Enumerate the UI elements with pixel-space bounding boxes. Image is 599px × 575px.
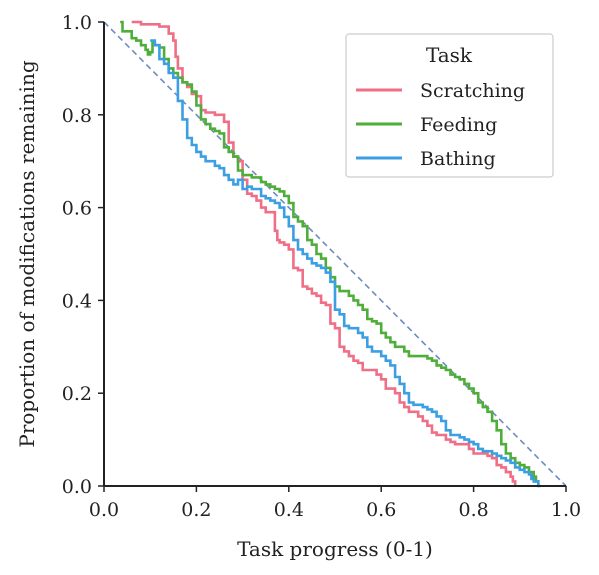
y-axis-ticks: 0.0 0.2 0.4 0.6 0.8 1.0 (62, 12, 104, 498)
y-axis-title: Proportion of modifications remaining (15, 60, 39, 447)
y-tick-label: 0.0 (62, 476, 92, 498)
legend-label-bathing: Bathing (420, 148, 496, 170)
x-tick-label: 1.0 (551, 499, 581, 521)
y-tick-label: 0.2 (62, 383, 92, 405)
legend-label-scratching: Scratching (420, 80, 525, 102)
y-tick-label: 0.4 (62, 290, 92, 312)
legend-label-feeding: Feeding (420, 114, 497, 136)
series-line-scratching (131, 20, 517, 486)
y-tick-label: 0.8 (62, 105, 92, 127)
x-tick-label: 0.8 (458, 499, 488, 521)
y-tick-label: 1.0 (62, 12, 92, 34)
legend: Task Scratching Feeding Bathing (345, 33, 554, 178)
legend-box (345, 33, 554, 178)
legend-entries: Scratching Feeding Bathing (356, 80, 525, 170)
x-tick-label: 0.6 (366, 499, 396, 521)
x-tick-label: 0.4 (274, 499, 304, 521)
x-tick-label: 0.0 (89, 499, 119, 521)
x-axis-title: Task progress (0-1) (237, 537, 433, 561)
legend-title: Task (426, 43, 473, 67)
x-tick-label: 0.2 (181, 499, 211, 521)
plot-area (103, 20, 567, 488)
x-axis-ticks: 0.0 0.2 0.4 0.6 0.8 1.0 (89, 486, 581, 521)
series-line-bathing (150, 39, 541, 488)
reference-line (103, 21, 567, 487)
y-tick-label: 0.6 (62, 198, 92, 220)
